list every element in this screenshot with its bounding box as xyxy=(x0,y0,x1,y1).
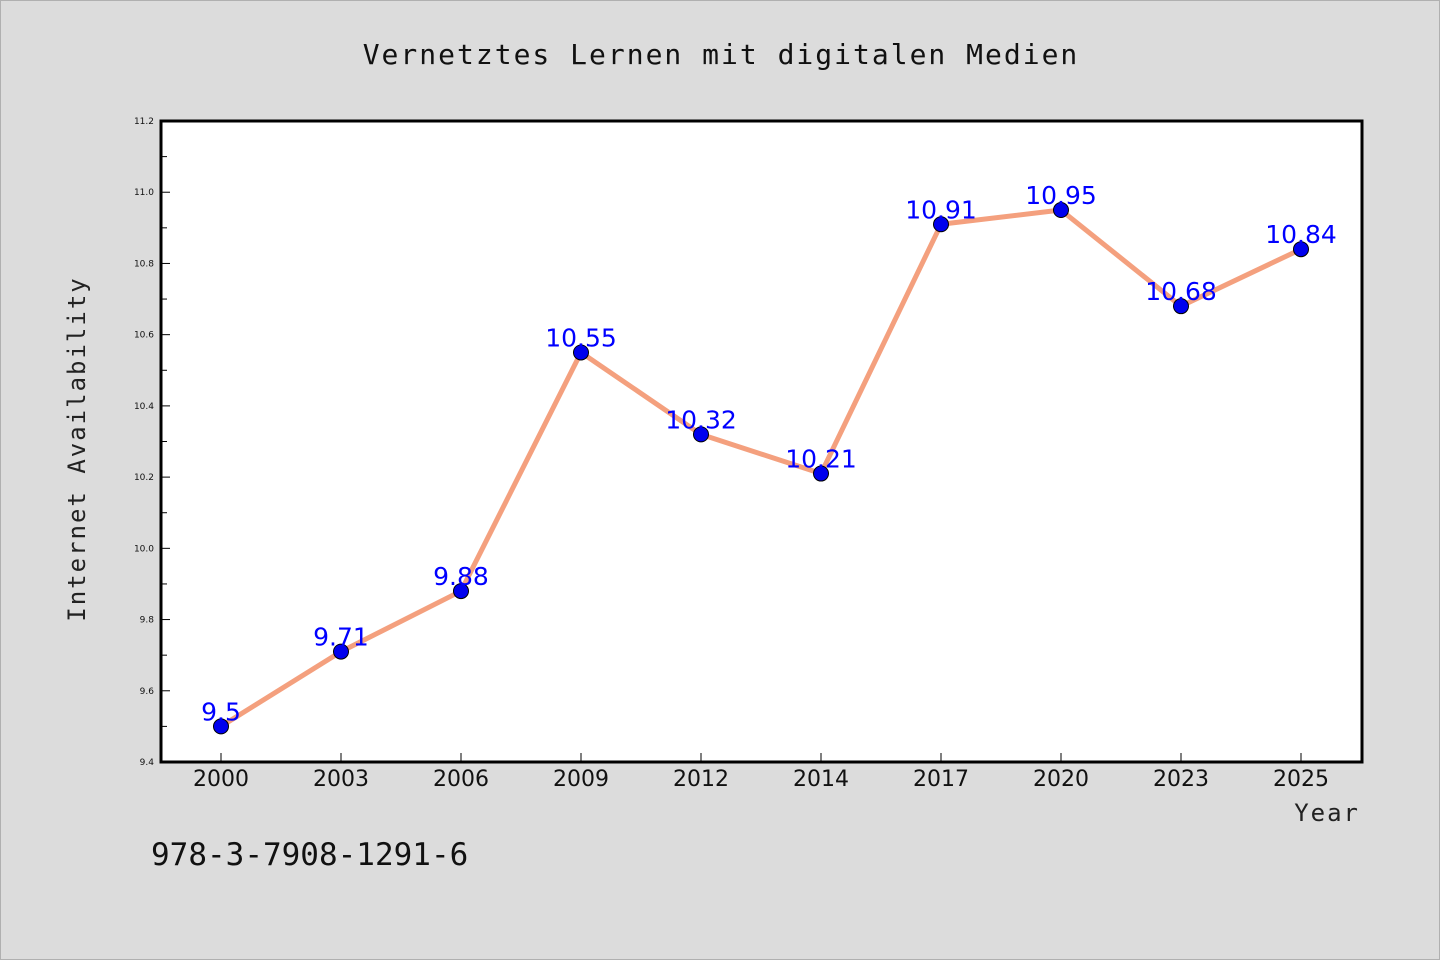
series-group: 9.5 9.71 9.88 10.55 10.32 10.21 10.91 10.95 10.6… xyxy=(201,181,1337,735)
x-tick-label: 2025 xyxy=(1273,767,1329,792)
data-label: 10.68 xyxy=(1145,277,1217,306)
data-label: 9.88 xyxy=(433,562,489,591)
x-tick-label: 2009 xyxy=(553,767,609,792)
chart-title: Vernetztes Lernen mit digitalen Medien xyxy=(363,38,1080,71)
data-label: 10.84 xyxy=(1265,220,1337,249)
y-tick-label: 10.6 xyxy=(134,331,154,341)
x-axis-label: Year xyxy=(1294,799,1360,827)
y-axis: 9.4 9.6 9.8 10.0 10.2 10.4 10.6 10.8 11.0 11.2 xyxy=(134,117,170,768)
x-tick-label: 2006 xyxy=(433,767,489,792)
y-tick-label: 10.0 xyxy=(134,544,154,554)
x-tick-label: 2020 xyxy=(1033,767,1089,792)
isbn-footer: 978-3-7908-1291-6 xyxy=(151,837,468,873)
y-tick-label: 11.2 xyxy=(134,117,154,127)
x-tick-label: 2000 xyxy=(193,767,249,792)
plot-area xyxy=(159,119,1364,764)
data-point xyxy=(1293,241,1309,258)
data-point xyxy=(933,216,949,233)
series-line xyxy=(218,207,1304,729)
data-label: 10.91 xyxy=(905,195,977,224)
data-point xyxy=(333,643,349,660)
data-label: 10.95 xyxy=(1025,181,1097,210)
data-label: 9.71 xyxy=(313,623,369,652)
x-tick-label: 2003 xyxy=(313,767,369,792)
data-point xyxy=(813,465,829,482)
data-label: 9.5 xyxy=(201,697,241,726)
data-label: 10.55 xyxy=(545,323,617,352)
y-tick-label: 11.0 xyxy=(134,188,154,198)
data-label: 10.32 xyxy=(665,405,737,434)
data-label: 10.21 xyxy=(785,445,857,474)
x-tick-label: 2012 xyxy=(673,767,729,792)
x-tick-label: 2023 xyxy=(1153,767,1209,792)
x-axis: 2000 2003 2006 2009 2012 2014 2017 2020 2023 2025 xyxy=(193,753,1329,792)
x-tick-label: 2017 xyxy=(913,767,969,792)
y-tick-label: 10.8 xyxy=(134,259,154,269)
data-point xyxy=(1053,202,1069,219)
y-tick-label: 9.4 xyxy=(140,758,155,768)
data-point xyxy=(453,583,469,600)
data-point xyxy=(213,718,229,735)
y-tick-label: 9.6 xyxy=(140,687,155,697)
y-axis-label: Internet Availability xyxy=(63,276,91,621)
data-point xyxy=(573,344,589,361)
y-tick-label: 9.8 xyxy=(140,616,155,626)
y-tick-label: 10.2 xyxy=(134,473,154,483)
y-tick-label: 10.4 xyxy=(134,402,154,412)
data-point xyxy=(1173,298,1189,315)
data-point xyxy=(693,426,709,443)
x-tick-label: 2014 xyxy=(793,767,849,792)
